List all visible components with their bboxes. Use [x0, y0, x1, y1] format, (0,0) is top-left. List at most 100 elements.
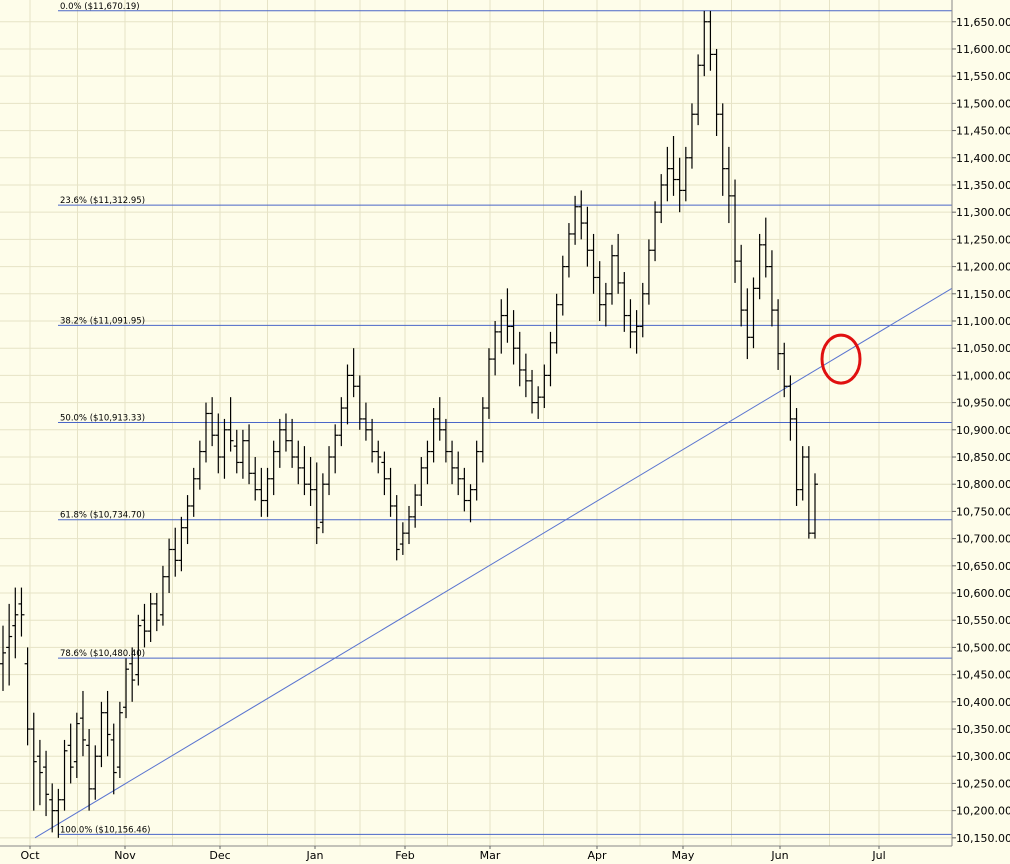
- y-tick-label: 11,100.00: [956, 315, 1010, 328]
- ohlc-bar: [67, 723, 74, 784]
- y-tick-label: 10,150.00: [956, 832, 1010, 845]
- ohlc-bar: [473, 440, 480, 501]
- ohlc-bar: [147, 593, 154, 642]
- ohlc-bar: [326, 446, 333, 496]
- x-tick-label: Jul: [871, 849, 885, 862]
- ohlc-bar: [695, 54, 702, 126]
- ohlc-bar: [467, 484, 474, 523]
- y-tick-label: 10,800.00: [956, 478, 1010, 491]
- ohlc-bar: [215, 413, 222, 474]
- x-tick-label: Oct: [20, 849, 40, 862]
- y-tick-label: 11,400.00: [956, 152, 1010, 165]
- ohlc-bar: [516, 331, 523, 387]
- y-tick-label: 11,500.00: [956, 97, 1010, 110]
- ohlc-bar: [282, 413, 289, 452]
- ohlc-bar: [553, 293, 560, 354]
- ohlc-bar: [479, 397, 486, 463]
- ohlc-bar: [645, 239, 652, 305]
- ohlc-bar: [338, 397, 345, 447]
- y-tick-label: 10,500.00: [956, 641, 1010, 654]
- ohlc-bar: [190, 467, 197, 517]
- ohlc-bar: [805, 446, 812, 539]
- ohlc-bar: [609, 244, 615, 305]
- y-tick-label: 11,650.00: [956, 16, 1010, 29]
- ohlc-bar: [707, 10, 714, 71]
- ohlc-bar: [387, 467, 394, 517]
- ohlc-bar: [369, 418, 376, 463]
- ohlc-bar: [362, 402, 369, 441]
- ohlc-bar: [344, 364, 351, 425]
- ohlc-bar: [492, 320, 499, 376]
- y-tick-label: 11,450.00: [956, 125, 1010, 138]
- y-tick-label: 10,300.00: [956, 750, 1010, 763]
- fibonacci-levels: 0.0% ($11,670.19) 23.6% ($11,312.95) 38.2%…: [58, 2, 952, 835]
- ohlc-bar: [92, 745, 99, 800]
- ohlc-bar: [535, 386, 542, 419]
- y-tick-label: 11,550.00: [956, 70, 1010, 83]
- ohlc-bar: [55, 788, 62, 838]
- ohlc-bar: [572, 195, 579, 245]
- ohlc-bar: [547, 331, 554, 387]
- ohlc-bar: [86, 729, 93, 811]
- y-tick-label: 11,200.00: [956, 261, 1010, 274]
- ohlc-bar: [24, 647, 31, 746]
- ohlc-bar: [584, 206, 591, 267]
- ohlc-bar: [6, 603, 13, 686]
- horizontal-gridlines: [0, 21, 952, 839]
- x-tick-label: Feb: [395, 849, 414, 862]
- fib-level-label: 23.6% ($11,312.95): [60, 196, 145, 206]
- ohlc-bar: [664, 146, 671, 202]
- y-tick-label: 10,950.00: [956, 397, 1010, 410]
- fib-level-label: 78.6% ($10,480.40): [60, 649, 145, 659]
- y-tick-label: 10,400.00: [956, 696, 1010, 709]
- ohlc-bar: [393, 495, 400, 561]
- ohlc-bar: [375, 440, 382, 474]
- ohlc-bar: [658, 174, 665, 224]
- y-tick-label: 11,250.00: [956, 233, 1010, 246]
- ohlc-bar: [529, 369, 536, 414]
- ohlc-bar: [141, 603, 148, 648]
- x-tick-label: Nov: [114, 849, 136, 862]
- x-tick-label: Apr: [587, 849, 607, 862]
- ohlc-bar: [799, 446, 806, 501]
- ohlc-bar: [258, 467, 265, 517]
- ohlc-bar: [319, 473, 326, 534]
- ohlc-bar: [381, 451, 388, 496]
- ohlc-bar: [166, 538, 173, 594]
- ohlc-bar: [732, 179, 739, 283]
- ohlc-bar: [209, 397, 216, 447]
- ohlc-bar: [430, 408, 437, 463]
- ohlc-bar: [104, 690, 111, 757]
- y-tick-label: 10,600.00: [956, 587, 1010, 600]
- ohlc-bar: [455, 451, 462, 496]
- ohlc-bar: [504, 288, 511, 343]
- ohlc-bar: [676, 157, 683, 213]
- ohlc-bar: [313, 462, 320, 545]
- ohlc-bar: [61, 739, 68, 811]
- ohlc-bar: [602, 282, 609, 327]
- ohlc-bar: [178, 516, 185, 572]
- ohlc-bar: [768, 250, 775, 327]
- ohlc-bar: [184, 495, 191, 545]
- y-tick-label: 11,600.00: [956, 43, 1010, 56]
- ohlc-bar: [43, 750, 50, 817]
- ohlc-bar: [301, 446, 308, 496]
- ohlc-bar: [110, 723, 117, 795]
- ohlc-bar: [787, 375, 794, 441]
- y-tick-label: 11,300.00: [956, 206, 1010, 219]
- ohlc-bar: [596, 261, 603, 321]
- ohlc-bar: [756, 233, 763, 300]
- ohlc-bar: [399, 522, 406, 555]
- ohlc-bar: [418, 457, 425, 506]
- y-axis-labels: 10,150.00 10,200.00 10,250.00 10,300.00 10,3…: [952, 16, 1010, 845]
- ohlc-bar: [98, 701, 105, 768]
- ohlc-bar: [750, 277, 757, 349]
- ohlc-bar: [276, 418, 283, 468]
- ohlc-bar: [701, 10, 708, 77]
- y-tick-label: 11,350.00: [956, 179, 1010, 192]
- y-tick-label: 10,850.00: [956, 451, 1010, 464]
- ohlc-bar: [670, 136, 677, 196]
- ohlc-bar: [627, 299, 634, 349]
- x-tick-label: May: [672, 849, 695, 862]
- ohlc-bar: [522, 353, 529, 398]
